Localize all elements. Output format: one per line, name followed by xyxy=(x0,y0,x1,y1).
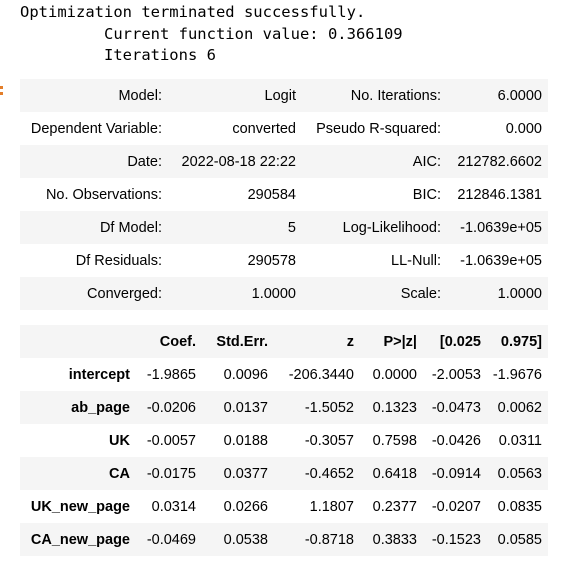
coef-value: 0.0835 xyxy=(487,490,548,523)
coef-row: intercept -1.9865 0.0096 -206.3440 0.0000 -2.… xyxy=(20,358,548,391)
coef-value: -0.1523 xyxy=(423,523,487,556)
coef-row: UK_new_page 0.0314 0.0266 1.1807 0.2377 -0.02… xyxy=(20,490,548,523)
summary-value: 290584 xyxy=(168,178,302,211)
summary-label: Dependent Variable: xyxy=(20,112,168,145)
summary-label: LL-Null: xyxy=(302,244,447,277)
summary-label: Df Residuals: xyxy=(20,244,168,277)
coef-value: 0.0314 xyxy=(136,490,202,523)
coef-value: 1.1807 xyxy=(274,490,360,523)
coef-value: -1.9676 xyxy=(487,358,548,391)
coef-variable-name: intercept xyxy=(20,358,136,391)
coef-value: 0.0137 xyxy=(202,391,274,424)
summary-value: 0.000 xyxy=(447,112,548,145)
coefficient-header-row: Coef. Std.Err. z P>|z| [0.025 0.975] xyxy=(20,325,548,358)
coef-value: -0.0206 xyxy=(136,391,202,424)
coef-header-cell: P>|z| xyxy=(360,325,423,358)
coef-value: 0.6418 xyxy=(360,457,423,490)
coef-variable-name: CA xyxy=(20,457,136,490)
coef-row: UK -0.0057 0.0188 -0.3057 0.7598 -0.0426 0.031… xyxy=(20,424,548,457)
coef-value: 0.0188 xyxy=(202,424,274,457)
coef-value: -0.0207 xyxy=(423,490,487,523)
coef-value: -0.0469 xyxy=(136,523,202,556)
coef-value: -1.5052 xyxy=(274,391,360,424)
summary-row: Model: Logit No. Iterations: 6.0000 xyxy=(20,79,548,112)
coef-value: 0.0311 xyxy=(487,424,548,457)
coef-variable-name: ab_page xyxy=(20,391,136,424)
coef-value: -0.0914 xyxy=(423,457,487,490)
coef-header-cell: 0.975] xyxy=(487,325,548,358)
coef-value: -0.3057 xyxy=(274,424,360,457)
output-line-3: Iterations 6 xyxy=(20,46,216,64)
coef-value: 0.2377 xyxy=(360,490,423,523)
summary-value: 212782.6602 xyxy=(447,145,548,178)
coef-value: -206.3440 xyxy=(274,358,360,391)
model-summary-table: Model: Logit No. Iterations: 6.0000 Dependen… xyxy=(20,79,548,310)
coef-header-cell xyxy=(20,325,136,358)
summary-label: No. Observations: xyxy=(20,178,168,211)
coef-value: -2.0053 xyxy=(423,358,487,391)
summary-label: BIC: xyxy=(302,178,447,211)
coef-value: -0.8718 xyxy=(274,523,360,556)
coef-value: 0.0266 xyxy=(202,490,274,523)
output-line-1: Optimization terminated successfully. xyxy=(20,3,366,21)
coef-value: 0.1323 xyxy=(360,391,423,424)
coef-value: 0.0377 xyxy=(202,457,274,490)
summary-row: Df Model: 5 Log-Likelihood: -1.0639e+05 xyxy=(20,211,548,244)
summary-value: 1.0000 xyxy=(447,277,548,310)
coef-value: -1.9865 xyxy=(136,358,202,391)
summary-label: Df Model: xyxy=(20,211,168,244)
summary-value: Logit xyxy=(168,79,302,112)
summary-value: -1.0639e+05 xyxy=(447,244,548,277)
coef-value: 0.0563 xyxy=(487,457,548,490)
cell-output-text: Optimization terminated successfully. Cu… xyxy=(20,2,403,67)
coef-value: -0.0426 xyxy=(423,424,487,457)
summary-label: Log-Likelihood: xyxy=(302,211,447,244)
coef-value: 0.0000 xyxy=(360,358,423,391)
summary-row: Date: 2022-08-18 22:22 AIC: 212782.6602 xyxy=(20,145,548,178)
summary-row: Df Residuals: 290578 LL-Null: -1.0639e+05 xyxy=(20,244,548,277)
summary-label: Model: xyxy=(20,79,168,112)
summary-value: converted xyxy=(168,112,302,145)
coef-value: 0.7598 xyxy=(360,424,423,457)
coef-value: -0.0175 xyxy=(136,457,202,490)
coef-value: -0.0057 xyxy=(136,424,202,457)
summary-label: AIC: xyxy=(302,145,447,178)
coef-row: CA_new_page -0.0469 0.0538 -0.8718 0.3833 -0.… xyxy=(20,523,548,556)
summary-label: Converged: xyxy=(20,277,168,310)
summary-value: 6.0000 xyxy=(447,79,548,112)
summary-value: -1.0639e+05 xyxy=(447,211,548,244)
output-prompt-marker[interactable] xyxy=(0,86,3,97)
coef-variable-name: UK xyxy=(20,424,136,457)
coef-value: 0.3833 xyxy=(360,523,423,556)
summary-value: 1.0000 xyxy=(168,277,302,310)
coef-row: CA -0.0175 0.0377 -0.4652 0.6418 -0.0914 0.056… xyxy=(20,457,548,490)
summary-label: Scale: xyxy=(302,277,447,310)
summary-value: 2022-08-18 22:22 xyxy=(168,145,302,178)
coef-row: ab_page -0.0206 0.0137 -1.5052 0.1323 -0.0473… xyxy=(20,391,548,424)
summary-label: Date: xyxy=(20,145,168,178)
summary-label: No. Iterations: xyxy=(302,79,447,112)
summary-row: No. Observations: 290584 BIC: 212846.1381 xyxy=(20,178,548,211)
summary-label: Pseudo R-squared: xyxy=(302,112,447,145)
coef-value: -0.0473 xyxy=(423,391,487,424)
summary-row: Dependent Variable: converted Pseudo R-squ… xyxy=(20,112,548,145)
coef-header-cell: [0.025 xyxy=(423,325,487,358)
coef-header-cell: z xyxy=(274,325,360,358)
summary-value: 290578 xyxy=(168,244,302,277)
coef-header-cell: Coef. xyxy=(136,325,202,358)
summary-row: Converged: 1.0000 Scale: 1.0000 xyxy=(20,277,548,310)
output-line-2: Current function value: 0.366109 xyxy=(20,24,403,43)
coef-variable-name: CA_new_page xyxy=(20,523,136,556)
summary-value: 5 xyxy=(168,211,302,244)
coef-value: -0.4652 xyxy=(274,457,360,490)
summary-value: 212846.1381 xyxy=(447,178,548,211)
coefficient-table: Coef. Std.Err. z P>|z| [0.025 0.975] intercep… xyxy=(20,325,548,556)
coef-value: 0.0062 xyxy=(487,391,548,424)
coef-value: 0.0538 xyxy=(202,523,274,556)
coef-header-cell: Std.Err. xyxy=(202,325,274,358)
coef-variable-name: UK_new_page xyxy=(20,490,136,523)
coef-value: 0.0096 xyxy=(202,358,274,391)
coef-value: 0.0585 xyxy=(487,523,548,556)
